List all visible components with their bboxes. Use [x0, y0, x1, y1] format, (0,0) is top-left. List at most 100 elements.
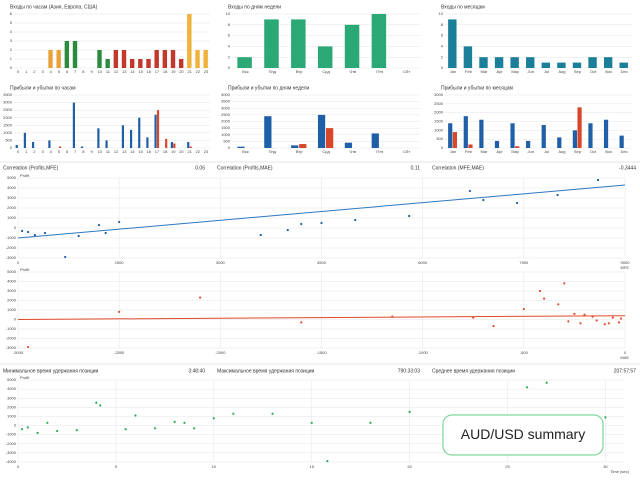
x-tick-label: -500 — [520, 350, 529, 355]
x-tick-label: 10 — [212, 464, 217, 469]
x-tick-label: 5 — [58, 69, 61, 74]
y-tick-label: 0 — [441, 145, 444, 150]
point — [408, 214, 411, 218]
x-tick-label: 3000 — [216, 260, 226, 265]
x-tick-label: Втр — [296, 149, 303, 154]
x-tick-label: 1 — [25, 69, 28, 74]
x-tick-label: Apr — [496, 149, 503, 154]
y-tick-label: 2000 — [7, 404, 17, 409]
y-tick-label: 2000 — [3, 115, 13, 120]
bar — [577, 107, 582, 148]
x-tick-label: Jun — [527, 149, 533, 154]
x-tick-label: -2000 — [215, 350, 226, 355]
y-tick-label: 4000 — [7, 279, 17, 284]
y-tick-label: 8 — [228, 22, 231, 27]
bar — [515, 146, 520, 148]
x-tick-label: -3000 — [13, 350, 24, 355]
x-tick-label: -1500 — [316, 350, 327, 355]
stat-value: 0.06 — [195, 165, 205, 171]
correlation-row: Correlation (Profits,MFE) 0.06 Correlati… — [3, 165, 636, 171]
stat-value: 0.11 — [411, 165, 421, 171]
bar — [105, 140, 108, 148]
bar — [203, 50, 208, 68]
x-tick-label: -1000 — [418, 350, 429, 355]
x-tick-label: Птн — [376, 69, 383, 74]
bar — [494, 140, 500, 148]
x-tick-label: 21 — [187, 69, 192, 74]
bar — [557, 62, 566, 68]
point — [369, 421, 372, 424]
bar — [237, 57, 252, 68]
y-tick-label: 0 — [228, 145, 231, 150]
y-tick-label: 500 — [223, 138, 230, 143]
y-tick-label: 3000 — [3, 100, 13, 105]
bar — [541, 62, 551, 68]
point — [573, 312, 576, 315]
bar — [146, 137, 149, 148]
y-tick-label: 4 — [10, 29, 13, 34]
bar — [72, 102, 76, 148]
x-tick-label: 14 — [130, 149, 135, 154]
y-tick-label: 10 — [226, 11, 231, 16]
y-tick-label: 2 — [228, 54, 231, 59]
y-tick-label: 1500 — [221, 125, 231, 130]
y-tick-label: 2000 — [434, 110, 444, 115]
y-tick-label: 5000 — [7, 377, 17, 382]
x-tick-label: 15 — [138, 149, 143, 154]
x-tick-label: 6000 — [418, 260, 428, 265]
charts: Входы по часам (Азия, Европа, США)012345… — [3, 4, 632, 474]
bar — [510, 57, 519, 68]
point — [212, 417, 215, 420]
x-tick-label: 18 — [163, 149, 168, 154]
point — [354, 218, 357, 222]
stat-value: -0.3444 — [619, 165, 636, 171]
x-tick-label: 4 — [50, 149, 53, 154]
point — [515, 201, 519, 205]
trend-line — [17, 184, 626, 239]
point — [472, 316, 475, 319]
x-tick-label: Сбт — [403, 69, 410, 74]
x-tick-label: 20 — [179, 149, 184, 154]
bar — [97, 50, 102, 68]
bar — [448, 19, 457, 68]
bar — [156, 110, 160, 148]
y-tick-label: -4000 — [6, 459, 17, 464]
y-tick-label: 4000 — [7, 185, 17, 190]
x-tick-label: 8 — [82, 149, 85, 154]
x-tick-label: Dec — [621, 149, 628, 154]
chart-title: Входы по месяцам — [441, 4, 485, 10]
bar — [129, 129, 133, 148]
x-tick-label: Mar — [481, 69, 489, 74]
y-tick-label: 3500 — [221, 99, 231, 104]
bar — [452, 132, 457, 148]
x-tick-label: 4500 — [317, 260, 327, 265]
x-tick-label: Sep — [574, 69, 582, 74]
bar — [121, 50, 127, 68]
x-tick-label: Jan — [450, 69, 456, 74]
point — [482, 198, 485, 202]
bar — [619, 135, 624, 148]
bar — [195, 50, 200, 68]
y-tick-label: 6 — [10, 11, 13, 16]
stat-label: Максимальное время удержания позиции — [217, 368, 315, 374]
bar — [344, 24, 360, 68]
x-tick-label: 10 — [98, 149, 103, 154]
y-tick-label: 0 — [14, 225, 17, 230]
bar — [317, 114, 326, 148]
x-tick-label: 16 — [147, 149, 152, 154]
point — [603, 323, 606, 326]
point — [36, 431, 39, 434]
y-tick-label: -2000 — [6, 336, 17, 341]
point — [183, 421, 186, 424]
bar — [15, 144, 18, 148]
x-tick-label: Feb — [465, 149, 473, 154]
point — [199, 296, 202, 299]
x-tick-label: Aug — [558, 149, 565, 154]
y-tick-label: 1000 — [7, 414, 17, 419]
x-tick-label: 22 — [196, 69, 201, 74]
bar — [463, 116, 468, 148]
x-tick-label: Dec — [621, 69, 628, 74]
bar — [344, 142, 353, 148]
point — [538, 289, 542, 293]
